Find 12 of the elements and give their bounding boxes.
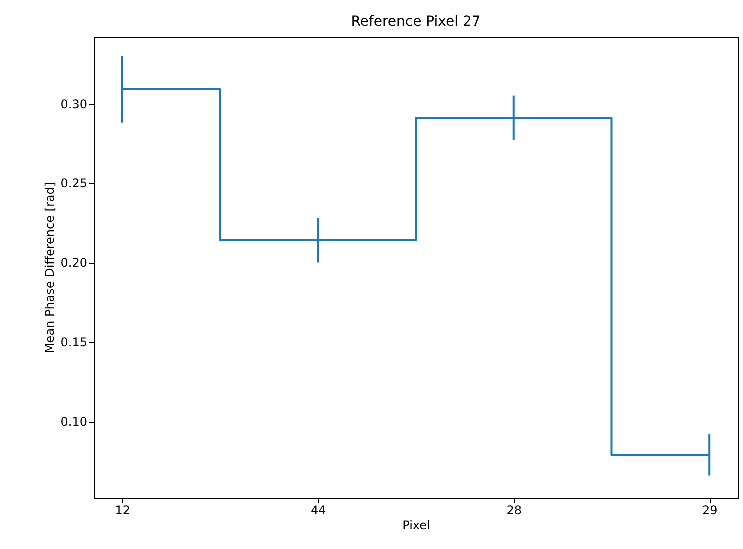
- x-axis-title: Pixel: [402, 518, 430, 532]
- y-tick-label: 0.15: [60, 336, 88, 350]
- y-tick-label: 0.30: [60, 97, 88, 112]
- y-tick-label: 0.10: [60, 415, 88, 430]
- y-tick-label: 0.20: [60, 256, 88, 270]
- chart-title: Reference Pixel 27: [351, 14, 481, 30]
- x-tick-label: 29: [702, 504, 718, 518]
- y-axis-title: Mean Phase Difference [rad]: [42, 182, 57, 354]
- y-tick-label: 0.25: [60, 176, 88, 191]
- x-tick-label: 28: [506, 504, 522, 518]
- x-tick-label: 12: [115, 504, 131, 518]
- x-tick-label: 44: [310, 504, 326, 518]
